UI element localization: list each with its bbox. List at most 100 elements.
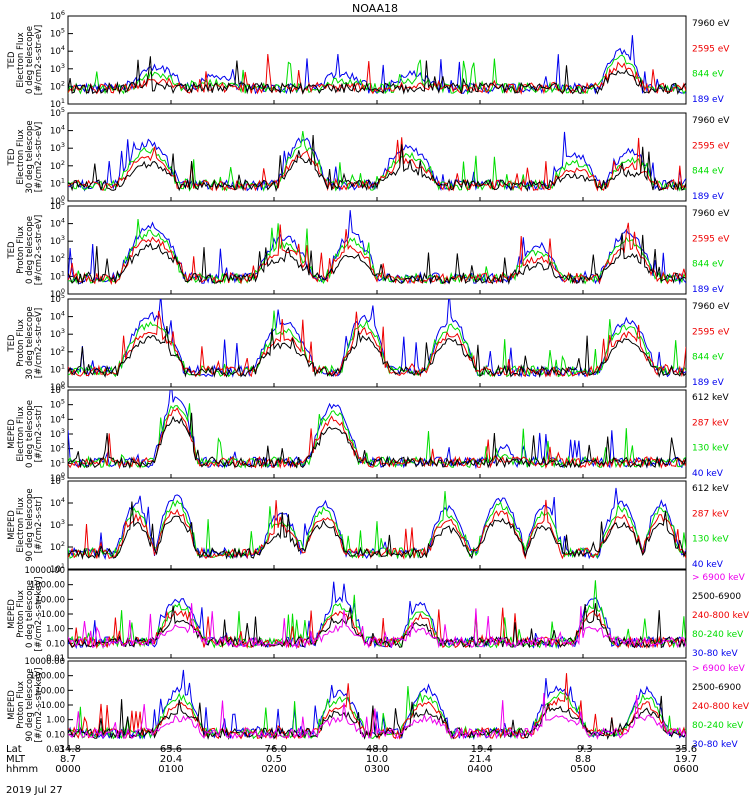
series-line bbox=[68, 412, 686, 469]
x-tick-label: 48.0 bbox=[366, 744, 388, 755]
y-tick-label: 1000.00 bbox=[30, 581, 65, 591]
y-tick-label: 10000.00 bbox=[24, 657, 65, 667]
x-row-label: MLT bbox=[6, 754, 26, 765]
legend-entry: 2500-6900 bbox=[692, 683, 741, 693]
y-tick-label: 103 bbox=[50, 62, 65, 75]
date-label: 2019 Jul 27 bbox=[6, 785, 63, 796]
y-tick-label: 106 bbox=[50, 9, 65, 22]
data-traces bbox=[68, 580, 686, 650]
y-tick-label: 101 bbox=[50, 456, 65, 469]
series-line bbox=[68, 310, 686, 378]
y-tick-label: 102 bbox=[50, 540, 65, 553]
x-tick-label: 0200 bbox=[261, 764, 286, 775]
y-tick-label: 102 bbox=[50, 252, 65, 265]
y-tick-label: 1.00 bbox=[46, 625, 65, 635]
legend-entry: 2595 eV bbox=[692, 44, 730, 54]
legend-entry: 40 keV bbox=[692, 560, 724, 570]
y-tick-label: 103 bbox=[50, 141, 65, 154]
series-line bbox=[68, 501, 686, 561]
y-axis-label: TEDProton Flux0 deg telescope[#/cm2-s-st… bbox=[7, 215, 44, 285]
y-tick-label: 104 bbox=[50, 310, 65, 323]
x-tick-label: 0100 bbox=[158, 764, 183, 775]
legend-entry: 612 keV bbox=[692, 484, 729, 494]
y-axis-label: TEDElectron Flux30 deg telescope[#/cm2-s… bbox=[7, 120, 44, 193]
x-tick-label: 0.5 bbox=[266, 754, 282, 765]
panel-meped-p-0: 0.010.101.0010.00100.001000.0010000.00ME… bbox=[7, 566, 750, 664]
series-line bbox=[68, 131, 686, 192]
series-line bbox=[68, 491, 686, 560]
x-tick-label: 0000 bbox=[55, 764, 80, 775]
y-tick-label: 102 bbox=[50, 442, 65, 455]
y-tick-label: 1.00 bbox=[46, 716, 65, 726]
data-traces bbox=[68, 390, 686, 470]
series-line bbox=[68, 233, 686, 286]
series-line bbox=[68, 134, 686, 193]
legend-entry: 7960 eV bbox=[692, 209, 730, 219]
legend-entry: 80-240 keV bbox=[692, 630, 744, 640]
x-tick-label: 0400 bbox=[467, 764, 492, 775]
y-tick-label: 101 bbox=[50, 176, 65, 189]
legend-entry: 189 eV bbox=[692, 95, 725, 105]
legend-entry: 189 eV bbox=[692, 192, 725, 202]
y-tick-label: 101 bbox=[50, 362, 65, 375]
y-tick-label: 10000.00 bbox=[24, 566, 65, 576]
x-tick-label: 65.6 bbox=[160, 744, 182, 755]
x-tick-label: 21.4 bbox=[469, 754, 491, 765]
y-axis-label: MEPEDElectron Flux0 deg telescope[#/cm2-… bbox=[7, 400, 44, 468]
y-tick-label: 101 bbox=[50, 269, 65, 282]
panel-meped-p-90: 0.01 0.10 1.00 10.00 100.00 1000.00 10000.00ME… bbox=[7, 657, 750, 755]
y-tick-label: 0.10 bbox=[46, 639, 65, 649]
y-tick-label: 0.10 bbox=[46, 730, 65, 740]
x-row-label: hhmm bbox=[6, 764, 38, 775]
x-tick-label: -19.4 bbox=[467, 744, 493, 755]
x-tick-label: 10.0 bbox=[366, 754, 388, 765]
legend-entry: 189 eV bbox=[692, 378, 725, 388]
legend-entry: 287 keV bbox=[692, 509, 729, 519]
x-tick-label: 0300 bbox=[364, 764, 389, 775]
y-axis-label: TEDElectron Flux0 deg telescope[#/cm2-s-… bbox=[7, 25, 44, 95]
legend-entry: > 6900 keV bbox=[692, 664, 746, 674]
legend-entry: 844 eV bbox=[692, 353, 725, 363]
legend-entry: 612 keV bbox=[692, 393, 729, 403]
y-tick-label: 103 bbox=[50, 518, 65, 531]
legend-entry: 40 keV bbox=[692, 469, 724, 479]
data-traces bbox=[68, 35, 686, 95]
y-tick-label: 103 bbox=[50, 327, 65, 340]
data-traces bbox=[68, 299, 686, 378]
y-tick-label: 105 bbox=[50, 398, 65, 411]
y-axis-label: MEPEDProton Flux90 deg telescope[#/cm2-s… bbox=[7, 668, 44, 743]
y-tick-label: 104 bbox=[50, 124, 65, 137]
data-traces bbox=[68, 210, 686, 286]
figure-title: NOAA18 bbox=[351, 2, 399, 15]
series-line bbox=[68, 407, 686, 470]
series-line bbox=[68, 56, 686, 95]
data-traces bbox=[68, 669, 686, 741]
x-tick-label: 19.7 bbox=[675, 754, 697, 765]
y-tick-label: 100.00 bbox=[35, 595, 65, 605]
x-axis: LatMLThhmm-34.88.7000065.620.40100-76.00… bbox=[6, 744, 699, 775]
y-tick-label: 105 bbox=[50, 27, 65, 40]
legend-entry: 7960 eV bbox=[692, 116, 730, 126]
x-row-label: Lat bbox=[6, 744, 22, 755]
y-tick-label: 104 bbox=[50, 217, 65, 230]
series-line bbox=[68, 53, 686, 95]
legend-entry: 844 eV bbox=[692, 167, 725, 177]
legend-entry: 7960 eV bbox=[692, 302, 730, 312]
series-line bbox=[68, 222, 686, 286]
y-tick-label: 102 bbox=[50, 79, 65, 92]
x-tick-label: -76.0 bbox=[261, 744, 287, 755]
legend-entry: 2595 eV bbox=[692, 234, 730, 244]
data-traces bbox=[68, 487, 686, 561]
legend-entry: 189 eV bbox=[692, 285, 725, 295]
x-tick-label: 0600 bbox=[673, 764, 698, 775]
series-line bbox=[68, 219, 686, 285]
x-tick-label: -9.3 bbox=[573, 744, 593, 755]
legend-entry: 2500-6900 bbox=[692, 592, 741, 602]
x-tick-label: 35.6 bbox=[675, 744, 697, 755]
series-line bbox=[68, 131, 686, 192]
